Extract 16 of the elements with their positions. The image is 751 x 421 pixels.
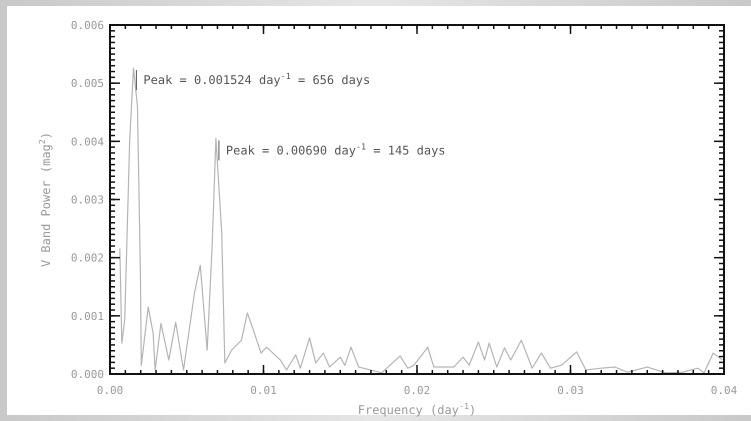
- y-tick-label: 0.000: [70, 368, 104, 381]
- y-tick-label: 0.001: [70, 310, 104, 323]
- x-tick-label: 0.03: [557, 384, 584, 397]
- line-series: [119, 67, 724, 374]
- x-tick-label: 0.04: [710, 384, 738, 397]
- y-tick-label: 0.005: [70, 77, 104, 90]
- x-axis-title: Frequency (day$^{-1}$): [358, 401, 476, 417]
- x-tick-label: 0.00: [96, 384, 124, 397]
- y-tick-label: 0.003: [70, 194, 104, 206]
- annotation: Peak = 0.001524 day$^{-1}$ = 656 days: [143, 71, 370, 88]
- x-tick-label: 0.01: [250, 384, 277, 397]
- y-tick-label: 0.004: [70, 135, 104, 148]
- y-tick-label: 0.006: [70, 19, 104, 32]
- x-tick-label: 0.02: [404, 384, 430, 397]
- annotation: Peak = 0.00690 day$^{-1}$ = 145 days: [226, 141, 446, 158]
- y-tick-label: 0.002: [70, 252, 104, 265]
